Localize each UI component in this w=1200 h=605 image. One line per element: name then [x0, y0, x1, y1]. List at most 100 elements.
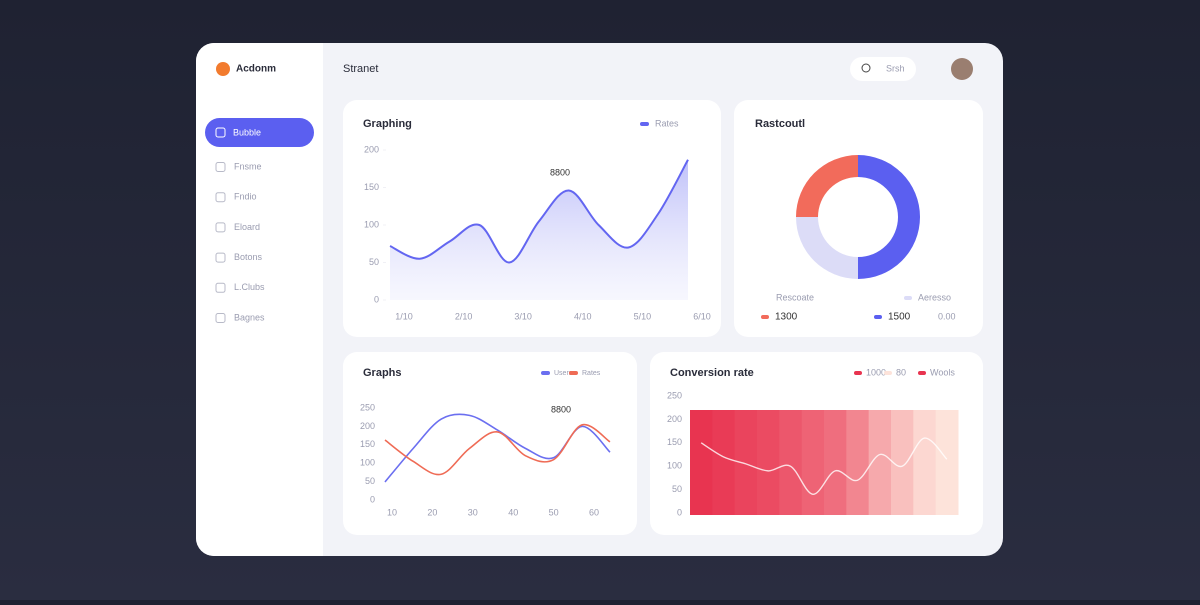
nav-label[interactable]: L.Clubs — [234, 282, 265, 292]
y-tick-label: 0 — [370, 494, 375, 504]
legend-swatch — [761, 315, 769, 319]
nav-label[interactable]: Eloard — [234, 222, 260, 232]
nav-label: Bubble — [233, 127, 261, 137]
nav-icon — [215, 313, 226, 323]
legend-label: Rates — [582, 370, 601, 377]
card — [734, 100, 983, 337]
legend-swatch — [569, 371, 578, 375]
logo — [216, 62, 230, 76]
area-fill — [390, 159, 688, 300]
heat-cell — [824, 410, 847, 515]
search-icon — [861, 63, 871, 73]
heat-cell — [690, 410, 713, 515]
nav-label[interactable]: Botons — [234, 252, 263, 262]
legend-label: Aeresso — [918, 292, 951, 302]
legend-label: 80 — [896, 367, 906, 377]
nav-icon — [215, 192, 226, 203]
annotation: 8800 — [551, 404, 571, 414]
card-title: Graphs — [363, 367, 402, 379]
x-tick-label: 3/10 — [514, 311, 532, 321]
nav-icon — [215, 222, 226, 233]
nav-label[interactable]: Fnsme — [234, 161, 262, 171]
y-tick-label: 50 — [672, 484, 682, 494]
y-tick-label: 0 — [374, 294, 379, 304]
legend-swatch — [884, 371, 892, 375]
x-tick-label: 4/10 — [574, 311, 592, 321]
x-tick-label: 30 — [468, 507, 478, 517]
x-tick-label: 50 — [549, 507, 559, 517]
y-tick-label: 200 — [364, 144, 379, 154]
y-tick-label: 250 — [667, 390, 682, 400]
card-title: Conversion rate — [670, 367, 754, 379]
search-text: Srsh — [886, 63, 905, 73]
x-tick-label: 40 — [508, 507, 518, 517]
annotation: 0.00 — [938, 311, 956, 321]
annotation: 8800 — [550, 167, 570, 177]
y-tick-label: 150 — [364, 182, 379, 192]
y-tick-label: 100 — [360, 458, 375, 468]
legend-label: 1500 — [888, 312, 911, 323]
nav-label[interactable]: Fndio — [234, 192, 257, 202]
y-tick-label: 50 — [365, 476, 375, 486]
nav-icon — [215, 282, 226, 293]
x-tick-label: 1/10 — [395, 311, 413, 321]
sidebar — [196, 43, 323, 556]
y-tick-label: 50 — [369, 257, 379, 267]
legend-label: Wools — [930, 367, 955, 377]
y-tick-label: 200 — [667, 414, 682, 424]
y-tick-label: 200 — [360, 421, 375, 431]
heat-cell — [891, 410, 914, 515]
legend-swatch — [541, 371, 550, 375]
legend-swatch — [874, 315, 882, 319]
x-tick-label: 5/10 — [634, 311, 652, 321]
legend-label: 1300 — [775, 312, 798, 323]
heat-cell — [757, 410, 780, 515]
heat-cell — [779, 410, 803, 515]
heat-cell — [801, 410, 825, 515]
heat-cell — [734, 410, 758, 515]
x-tick-label: 6/10 — [693, 311, 711, 321]
donut-segment — [796, 155, 858, 217]
x-tick-label: 60 — [589, 507, 599, 517]
nav-icon — [215, 162, 226, 172]
search[interactable] — [850, 57, 916, 81]
y-tick-label: 100 — [667, 461, 682, 471]
heat-cell — [868, 410, 892, 515]
line — [389, 159, 689, 264]
legend-label: Users — [554, 370, 573, 377]
legend-swatch — [918, 371, 926, 375]
y-tick-label: 0 — [677, 507, 682, 517]
y-tick-label: 250 — [360, 402, 375, 412]
line — [384, 423, 611, 476]
legend-swatch — [904, 296, 912, 300]
active-nav[interactable] — [205, 118, 314, 147]
annotation: Rescoate — [776, 292, 814, 302]
y-tick-label: 100 — [364, 219, 379, 229]
legend-label: 1000 — [866, 367, 886, 377]
legend-swatch — [854, 371, 862, 375]
brand: Acdonm — [236, 64, 276, 75]
heat-cell — [935, 410, 959, 515]
nav-label[interactable]: Bagnes — [234, 312, 265, 322]
legend-swatch — [640, 122, 649, 126]
heat-line — [700, 437, 948, 495]
heat-cell — [846, 410, 870, 515]
y-tick-label: 150 — [360, 439, 375, 449]
avatar[interactable] — [951, 58, 973, 80]
x-tick-label: 2/10 — [455, 311, 473, 321]
card — [343, 352, 637, 535]
heat-cell — [913, 410, 937, 515]
nav-icon — [215, 252, 226, 263]
heat-cell — [712, 410, 736, 515]
x-tick-label: 10 — [387, 507, 397, 517]
y-tick-label: 150 — [667, 437, 682, 447]
x-tick-label: 20 — [427, 507, 437, 517]
nav-icon — [215, 127, 226, 138]
legend-label: Rates — [655, 118, 679, 128]
donut-segment — [858, 155, 920, 279]
card-title: Rastcoutl — [755, 118, 805, 130]
page-title: Stranet — [343, 63, 378, 75]
card-title: Graphing — [363, 118, 412, 130]
